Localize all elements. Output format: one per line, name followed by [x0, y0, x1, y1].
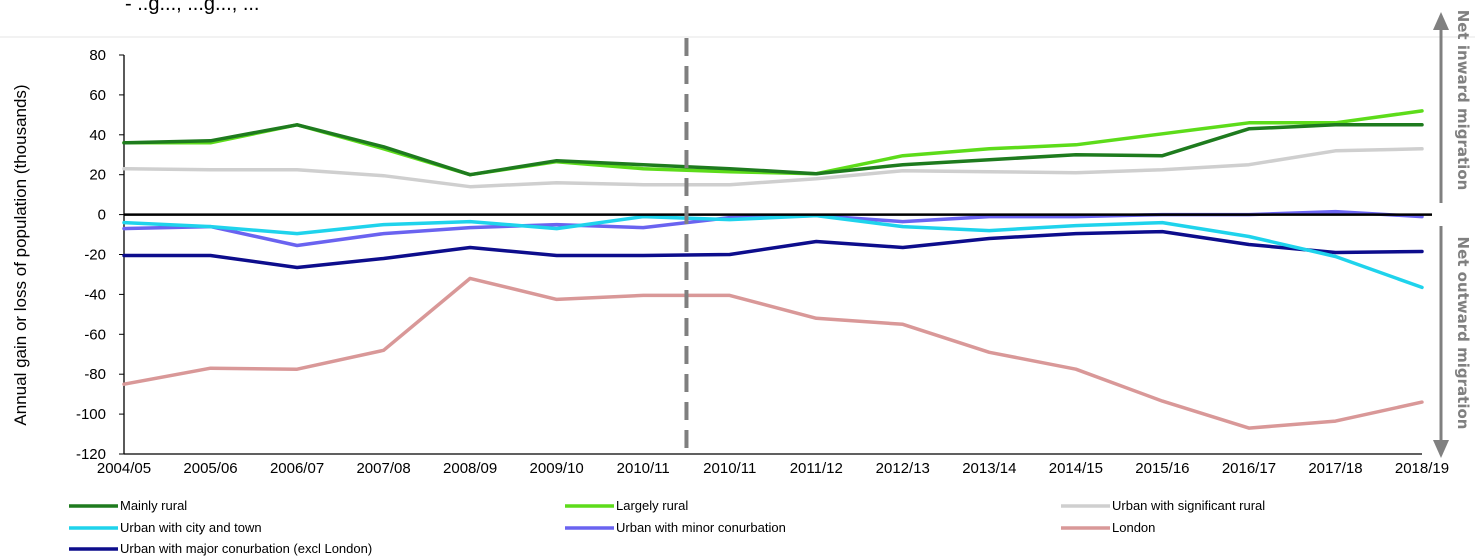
- side-annotations: Net inward migration Net outward migratio…: [1433, 10, 1472, 458]
- inward-arrow-icon: [1433, 12, 1449, 30]
- y-tick-label: 60: [89, 87, 106, 104]
- x-tick-label: 2012/13: [876, 460, 930, 477]
- x-tick-labels: 2004/05 2005/06 2006/07 2007/08 2008/09 2009/…: [97, 460, 1449, 477]
- legend-label-urban-with-significant-rural: Urban with significant rural: [1112, 498, 1265, 513]
- y-tick-label: -20: [84, 247, 106, 264]
- outward-arrow-icon: [1433, 440, 1449, 458]
- x-tick-label: 2004/05: [97, 460, 151, 477]
- y-tick-label: -60: [84, 326, 106, 343]
- legend-label-urban-with-minor-conurbation: Urban with minor conurbation: [616, 520, 786, 535]
- series-lines: [122, 38, 1432, 452]
- legend-label-urban-with-city-and-town: Urban with city and town: [120, 520, 262, 535]
- series-line-urban-with-city-and-town: [122, 213, 1424, 290]
- y-tick-label: -100: [76, 406, 106, 423]
- y-tick-label: 80: [89, 47, 106, 64]
- legend-label-london: London: [1112, 520, 1155, 535]
- y-tick-labels: 80 60 40 20 0 -20 -40 -60 -80 -100 -120: [76, 47, 106, 463]
- x-tick-label: 2009/10: [530, 460, 584, 477]
- legend-label-largely-rural: Largely rural: [616, 498, 688, 513]
- x-tick-label: 2010/11: [703, 460, 756, 477]
- axes: [119, 54, 1422, 455]
- x-tick-label: 2016/17: [1222, 460, 1276, 477]
- x-tick-label: 2017/18: [1308, 460, 1362, 477]
- y-tick-label: -120: [76, 446, 106, 463]
- x-tick-label: 2014/15: [1049, 460, 1103, 477]
- y-tick-label: 40: [89, 127, 106, 144]
- header-fragment-cut-off: - ..g..., ...g..., ...: [125, 0, 259, 15]
- x-tick-label: 2011/12: [790, 460, 843, 477]
- series-line-urban-with-major-conurbation-excl-london: [122, 229, 1424, 270]
- x-tick-label: 2015/16: [1135, 460, 1189, 477]
- x-tick-label: 2006/07: [270, 460, 324, 477]
- x-tick-label: 2013/14: [962, 460, 1016, 477]
- x-tick-label: 2005/06: [183, 460, 237, 477]
- x-tick-label: 2007/08: [356, 460, 410, 477]
- x-tick-label: 2010/11: [617, 460, 670, 477]
- legend: Mainly rural Largely rural Urban with sign…: [69, 498, 1265, 556]
- y-tick-label: 20: [89, 167, 106, 184]
- x-tick-label: 2018/19: [1395, 460, 1449, 477]
- y-tick-label: -80: [84, 366, 106, 383]
- y-axis-title-group: Annual gain or loss of population (thous…: [11, 84, 30, 425]
- x-tick-label: 2008/09: [443, 460, 497, 477]
- legend-label-mainly-rural: Mainly rural: [120, 498, 187, 513]
- y-tick-label: -40: [84, 286, 106, 303]
- series-line-mainly-rural: [122, 123, 1424, 177]
- y-tick-label: 0: [98, 207, 106, 224]
- series-line-urban-with-significant-rural: [122, 147, 1424, 189]
- net-inward-label: Net inward migration: [1454, 10, 1472, 191]
- legend-label-urban-with-major-conurbation-excl-london: Urban with major conurbation (excl Londo…: [120, 541, 372, 556]
- y-axis-title: Annual gain or loss of population (thous…: [11, 84, 30, 425]
- net-outward-label: Net outward migration: [1454, 237, 1472, 430]
- series-line-london: [122, 276, 1424, 430]
